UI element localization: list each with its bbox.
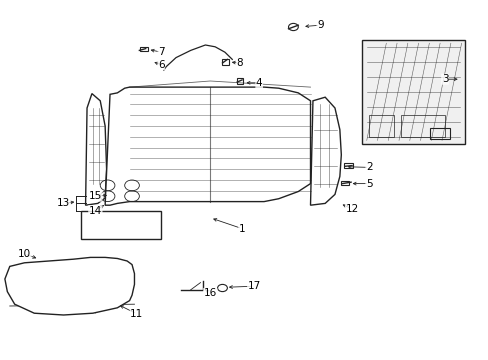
Text: 11: 11: [130, 309, 143, 319]
Polygon shape: [361, 40, 464, 144]
Text: 7: 7: [158, 47, 164, 57]
Bar: [400, 115, 444, 137]
Text: 13: 13: [57, 198, 70, 208]
Text: 2: 2: [365, 162, 372, 172]
Text: 5: 5: [365, 179, 372, 189]
Bar: [140, 47, 147, 51]
Text: 8: 8: [236, 58, 243, 68]
Bar: [222, 59, 229, 65]
Bar: [343, 163, 352, 168]
Bar: [368, 115, 393, 137]
Text: 4: 4: [255, 78, 262, 88]
Text: 17: 17: [247, 281, 261, 291]
Text: 12: 12: [345, 204, 358, 214]
Polygon shape: [85, 94, 106, 205]
Polygon shape: [105, 87, 310, 205]
Text: 16: 16: [203, 288, 217, 298]
Polygon shape: [81, 211, 161, 239]
Bar: [236, 78, 242, 84]
Text: 14: 14: [88, 206, 102, 216]
Text: 1: 1: [238, 224, 245, 234]
Bar: [429, 128, 449, 139]
Bar: [341, 181, 348, 185]
Polygon shape: [5, 257, 134, 315]
Text: 10: 10: [18, 249, 31, 259]
Polygon shape: [310, 97, 341, 205]
Text: 3: 3: [441, 74, 447, 84]
Text: 6: 6: [158, 60, 164, 70]
Text: 15: 15: [88, 191, 102, 201]
Text: 9: 9: [316, 20, 323, 30]
